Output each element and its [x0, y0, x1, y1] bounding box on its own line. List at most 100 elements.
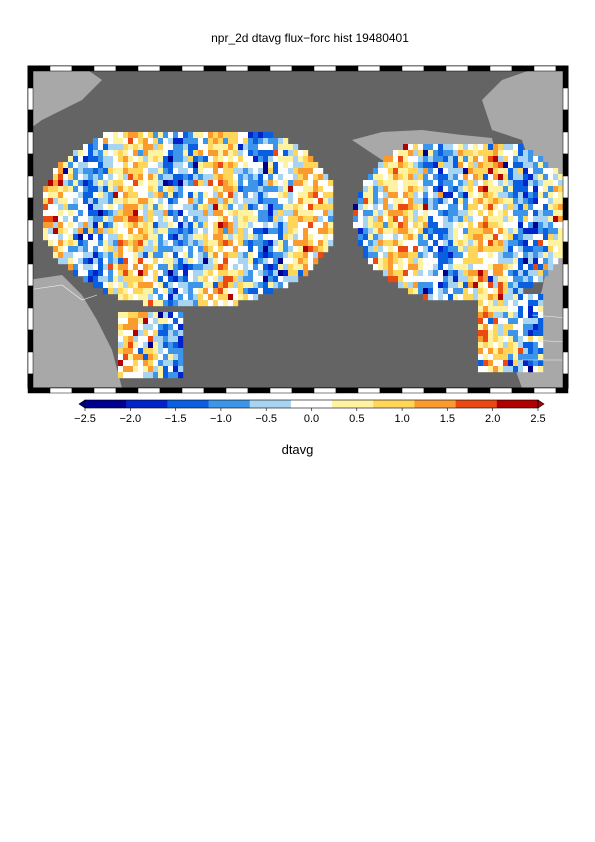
field-cell: [518, 318, 524, 325]
field-cell: [428, 282, 434, 289]
field-cell: [268, 264, 274, 271]
field-cell: [133, 180, 139, 187]
field-cell: [448, 252, 454, 259]
field-cell: [103, 270, 109, 277]
field-cell: [528, 294, 534, 301]
field-cell: [548, 258, 554, 265]
field-cell: [448, 288, 454, 295]
field-cell: [413, 144, 419, 151]
field-cell: [53, 210, 59, 217]
field-cell: [503, 204, 509, 211]
field-cell: [73, 222, 79, 229]
field-cell: [53, 228, 59, 235]
field-cell: [498, 288, 504, 295]
field-cell: [513, 366, 519, 373]
field-cell: [108, 132, 114, 139]
field-cell: [78, 150, 84, 157]
field-cell: [188, 228, 194, 235]
field-cell: [503, 294, 509, 301]
field-cell: [123, 342, 129, 349]
field-cell: [143, 150, 149, 157]
field-cell: [448, 234, 454, 241]
field-cell: [253, 294, 259, 301]
field-cell: [63, 234, 69, 241]
field-cell: [248, 228, 254, 235]
field-cell: [403, 150, 409, 157]
field-cell: [93, 204, 99, 211]
field-cell: [383, 252, 389, 259]
field-cell: [448, 228, 454, 235]
field-cell: [503, 228, 509, 235]
field-cell: [438, 162, 444, 169]
field-cell: [528, 222, 534, 229]
field-cell: [133, 132, 139, 139]
field-cell: [363, 246, 369, 253]
field-cell: [128, 318, 134, 325]
field-cell: [278, 240, 284, 247]
field-cell: [128, 246, 134, 253]
field-cell: [508, 270, 514, 277]
field-cell: [123, 270, 129, 277]
field-cell: [58, 186, 64, 193]
field-cell: [553, 168, 559, 175]
field-cell: [483, 198, 489, 205]
field-cell: [503, 216, 509, 223]
field-cell: [378, 186, 384, 193]
field-cell: [558, 174, 564, 181]
field-cell: [293, 216, 299, 223]
field-cell: [473, 144, 479, 151]
field-cell: [423, 156, 429, 163]
field-cell: [393, 210, 399, 217]
field-cell: [398, 234, 404, 241]
field-cell: [98, 216, 104, 223]
field-cell: [133, 144, 139, 151]
field-cell: [68, 216, 74, 223]
field-cell: [218, 276, 224, 283]
field-cell: [78, 228, 84, 235]
field-cell: [498, 198, 504, 205]
field-cell: [68, 222, 74, 229]
field-cell: [423, 192, 429, 199]
field-cell: [133, 324, 139, 331]
field-cell: [123, 312, 129, 319]
field-cell: [418, 258, 424, 265]
field-cell: [158, 150, 164, 157]
field-cell: [453, 282, 459, 289]
field-cell: [518, 336, 524, 343]
field-cell: [493, 318, 499, 325]
field-cell: [248, 138, 254, 145]
field-cell: [518, 300, 524, 307]
field-cell: [88, 174, 94, 181]
field-cell: [283, 186, 289, 193]
field-cell: [203, 294, 209, 301]
field-cell: [158, 294, 164, 301]
field-cell: [118, 162, 124, 169]
field-cell: [138, 324, 144, 331]
field-cell: [523, 204, 529, 211]
field-cell: [408, 150, 414, 157]
field-cell: [243, 294, 249, 301]
field-cell: [183, 270, 189, 277]
field-cell: [318, 252, 324, 259]
field-cell: [138, 180, 144, 187]
field-cell: [403, 246, 409, 253]
field-cell: [388, 246, 394, 253]
field-cell: [103, 246, 109, 253]
field-cell: [293, 276, 299, 283]
field-cell: [533, 240, 539, 247]
field-cell: [118, 192, 124, 199]
field-cell: [138, 312, 144, 319]
field-cell: [93, 198, 99, 205]
field-cell: [258, 156, 264, 163]
field-cell: [143, 240, 149, 247]
field-cell: [548, 204, 554, 211]
field-cell: [58, 204, 64, 211]
field-cell: [68, 234, 74, 241]
field-cell: [98, 150, 104, 157]
field-cell: [508, 342, 514, 349]
field-cell: [108, 240, 114, 247]
field-cell: [168, 132, 174, 139]
field-cell: [493, 174, 499, 181]
field-cell: [238, 252, 244, 259]
field-cell: [233, 282, 239, 289]
